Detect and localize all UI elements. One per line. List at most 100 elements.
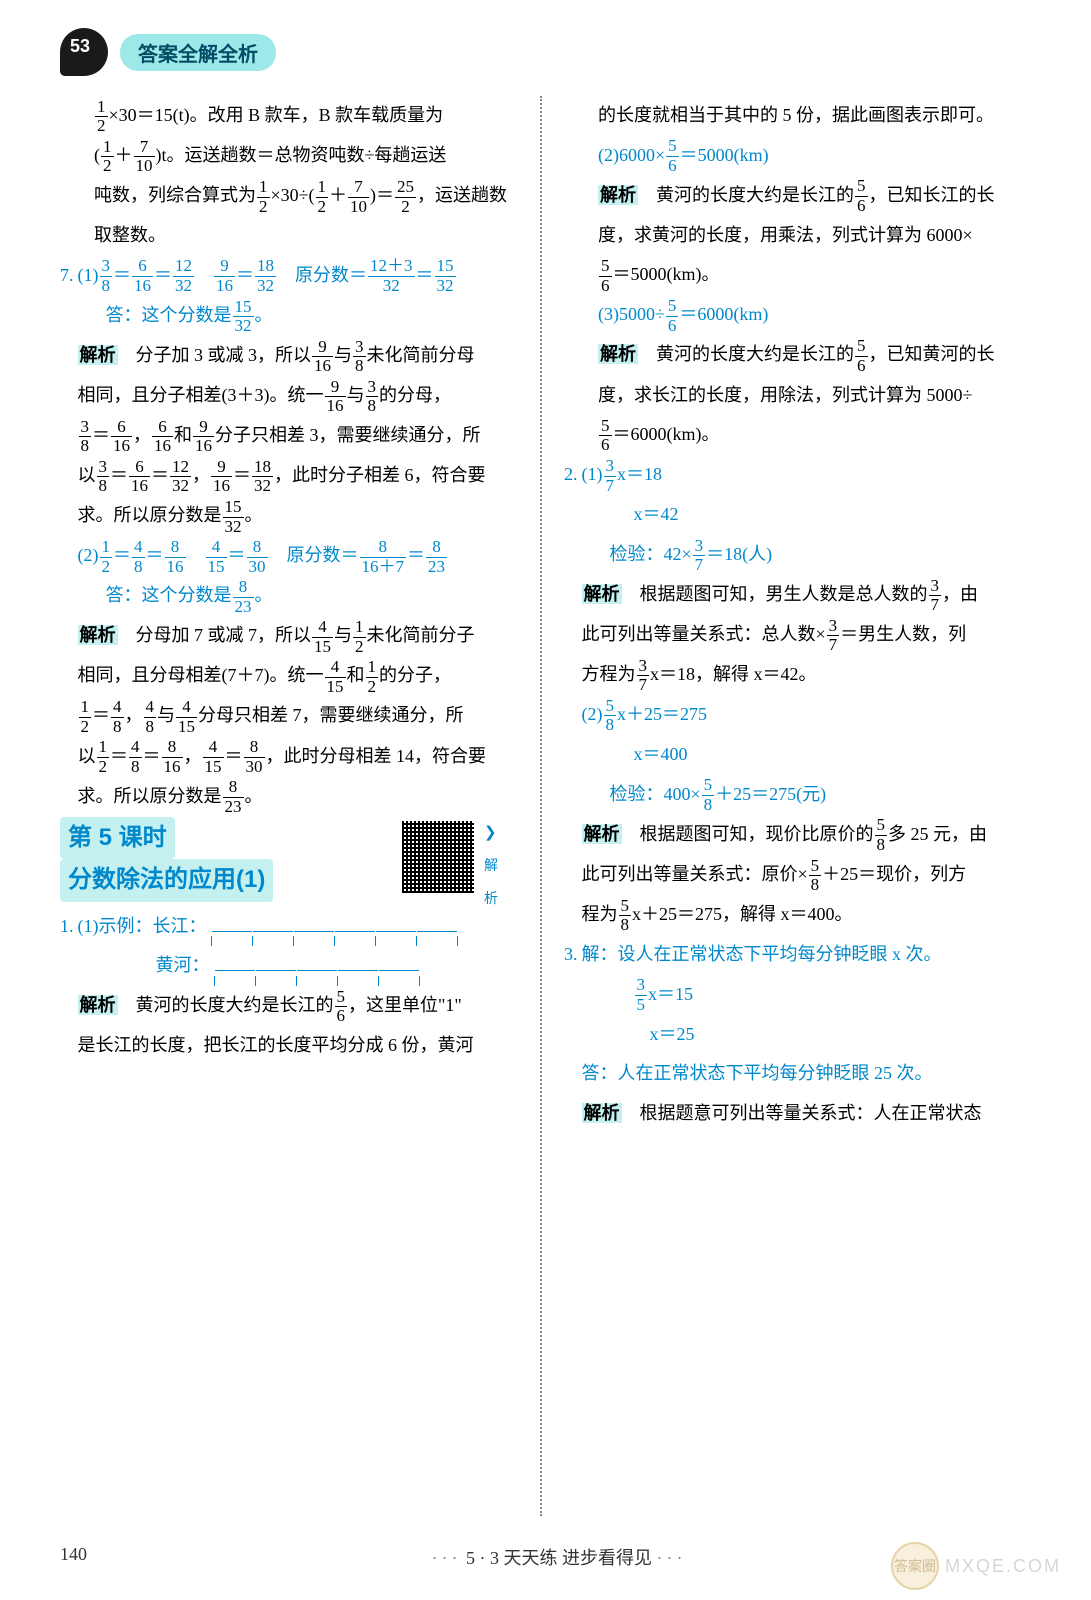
ans: 答：人在正常状态下平均每分钟眨眼 25 次。 [582,1054,1023,1094]
t: 分子加 3 或减 3，所以 [136,345,312,365]
t: ，已知黄河的长 [869,344,995,364]
diag-row: (1)示例：长江： [78,907,519,947]
t: (2) [582,704,603,724]
page-number: 140 [60,1544,87,1570]
exp: 解析 黄河的长度大约是长江的56，已知黄河的长 [564,335,1022,375]
exp: 解析 根据题图可知，现价比原价的58多 25 元，由 [582,815,1023,855]
watermark-badge: 答案圈 [891,1542,939,1590]
t: 分母只相差 7，需要继续通分，所 [198,705,464,725]
exp: 以38＝616＝1232，916＝1832，此时分子相差 6，符合要 [78,456,519,496]
t: 。 [255,305,273,325]
q3: 3. 解：设人在正常状态下平均每分钟眨眼 x 次。 35x＝15 x＝25 答：… [564,935,1022,1133]
exp-label: 解析 [598,185,638,205]
footer-center: ··· 5 · 3 天天练 进步看得见 ··· [432,1544,687,1570]
eq: (2)58x＋25＝275 [582,695,1023,735]
ans: 答：这个分数是1532。 [78,296,519,336]
qr-code-icon[interactable] [398,817,478,897]
t: 黄河的长度大约是长江的 [656,185,854,205]
para: 吨数，列综合算式为12×30÷(12＋710)＝252，运送趟数取整数。 [60,176,518,256]
t: ＝6000(km)。 [613,424,720,444]
exp: 38＝616，616和916分子只相差 3，需要继续通分，所 [78,416,519,456]
section-title-2: 分数除法的应用(1) [60,859,273,901]
eq: x＝400 [582,735,1023,775]
exp: 解析 分母加 7 或减 7，所以415与12未化简前分子 [78,616,519,656]
t: 与 [157,705,175,725]
exp: 此可列出等量关系式：原价×58＋25＝现价，列方 [582,855,1023,895]
t: (3)5000÷ [598,304,665,324]
t: 方程为 [582,664,636,684]
t: 检验：42× [610,544,692,564]
t: (1) [582,464,603,484]
section-title-1: 第 5 课时 [60,817,175,859]
t: 根据题图可知，男生人数是总人数的 [640,584,928,604]
t: 与 [334,625,352,645]
t: ❯ [484,825,497,841]
t: 根据题意可列出等量关系式：人在正常状态 [640,1103,982,1123]
para: 的长度就相当于其中的 5 份，据此画图表示即可。 [564,96,1022,136]
t: 此可列出等量关系式：总人数× [582,624,826,644]
exp-label: 解析 [78,345,118,365]
t: 的分子， [379,665,451,685]
watermark: 答案圈 MXQE.COM [891,1542,1061,1590]
exp: 相同，且分子相差(3＋3)。统一916与38的分母， [78,376,519,416]
exp: 度，求长江的长度，用除法，列式计算为 5000÷ [564,376,1022,416]
t: ＝5000(km)。 [613,264,720,284]
t: ＝ [376,185,394,205]
t: 黄河： [156,955,210,975]
t: ＋25＝275(元) [715,784,826,804]
exp: 此可列出等量关系式：总人数×37＝男生人数，列 [582,615,1023,655]
exp: 解析 分子加 3 或减 3，所以916与38未化简前分母 [78,336,519,376]
t: x＋25＝275，解得 x＝400。 [632,904,853,924]
eq: 检验：42×37＝18(人) [582,535,1023,575]
eq: (2)6000×56＝5000(km) [564,136,1022,176]
exp: 解析 黄河的长度大约是长江的56，这里单位"1" [78,986,519,1026]
dots-icon: ··· [657,1548,687,1568]
eq: 检验：400×58＋25＝275(元) [582,775,1023,815]
eq: (1)37x＝18 [582,455,1023,495]
exp-label: 解析 [582,824,622,844]
t: ×30÷ [271,185,309,205]
exp: 相同，且分母相差(7＋7)。统一415和12的分子， [78,656,519,696]
t: 以 [78,746,96,766]
eq: x＝25 [582,1015,1023,1055]
t: 黄河的长度大约是长江的 [136,995,334,1015]
exp: 56＝6000(km)。 [564,415,1022,455]
section-header: 第 5 课时 分数除法的应用(1) ❯ 解析 [60,817,518,907]
t: 答：这个分数是 [106,305,232,325]
t: x＋25＝275 [617,704,707,724]
t: 检验：400× [610,784,701,804]
exp-label: 解析 [78,995,118,1015]
watermark-url: MXQE.COM [945,1556,1061,1577]
exp-label: 解析 [78,625,118,645]
t: 未化简前分子 [367,625,475,645]
t: ×30＝15(t)。改用 B 款车，B 款车载质量为 [109,105,444,125]
t: 答：这个分数是 [106,585,232,605]
t: 未化简前分母 [367,345,475,365]
q-num: 7. [60,256,74,296]
q-num: 1. [60,907,74,947]
ans: 答：这个分数是823。 [78,576,519,616]
exp: 度，求黄河的长度，用乘法，列式计算为 6000× [564,216,1022,256]
eq: (1)38＝616＝1232 916＝1832 原分数＝12＋332＝1532 [78,256,519,296]
eq: (3)5000÷56＝6000(km) [564,295,1022,335]
q-num: 2. [564,455,578,495]
t: 原分数＝ [287,545,359,565]
t: 根据题图可知，现价比原价的 [640,824,874,844]
exp: 56＝5000(km)。 [564,255,1022,295]
t: 5 · 3 天天练 进步看得见 [466,1548,652,1568]
t: 以 [78,465,96,485]
t: 解析 [484,859,498,907]
left-column: 12×30＝15(t)。改用 B 款车，B 款车载质量为 (12＋710)t。运… [60,96,540,1516]
exp: 程为58x＋25＝275，解得 x＝400。 [582,895,1023,935]
exp-label: 解析 [598,344,638,364]
t: 吨数，列综合算式为 [94,185,256,205]
t: 与 [334,345,352,365]
exp: 方程为37x＝18，解得 x＝42。 [582,655,1023,695]
q1: 1. (1)示例：长江： 黄河： 解析 黄河的长度大约是长江的56，这里单位"1… [60,907,518,1066]
t: 与 [347,385,365,405]
t: ＝18(人) [706,544,772,564]
eq: 解：设人在正常状态下平均每分钟眨眼 x 次。 [582,935,1023,975]
logo-icon [60,28,108,76]
t: x＝18，解得 x＝42。 [650,664,817,684]
t: (2)6000× [598,145,665,165]
